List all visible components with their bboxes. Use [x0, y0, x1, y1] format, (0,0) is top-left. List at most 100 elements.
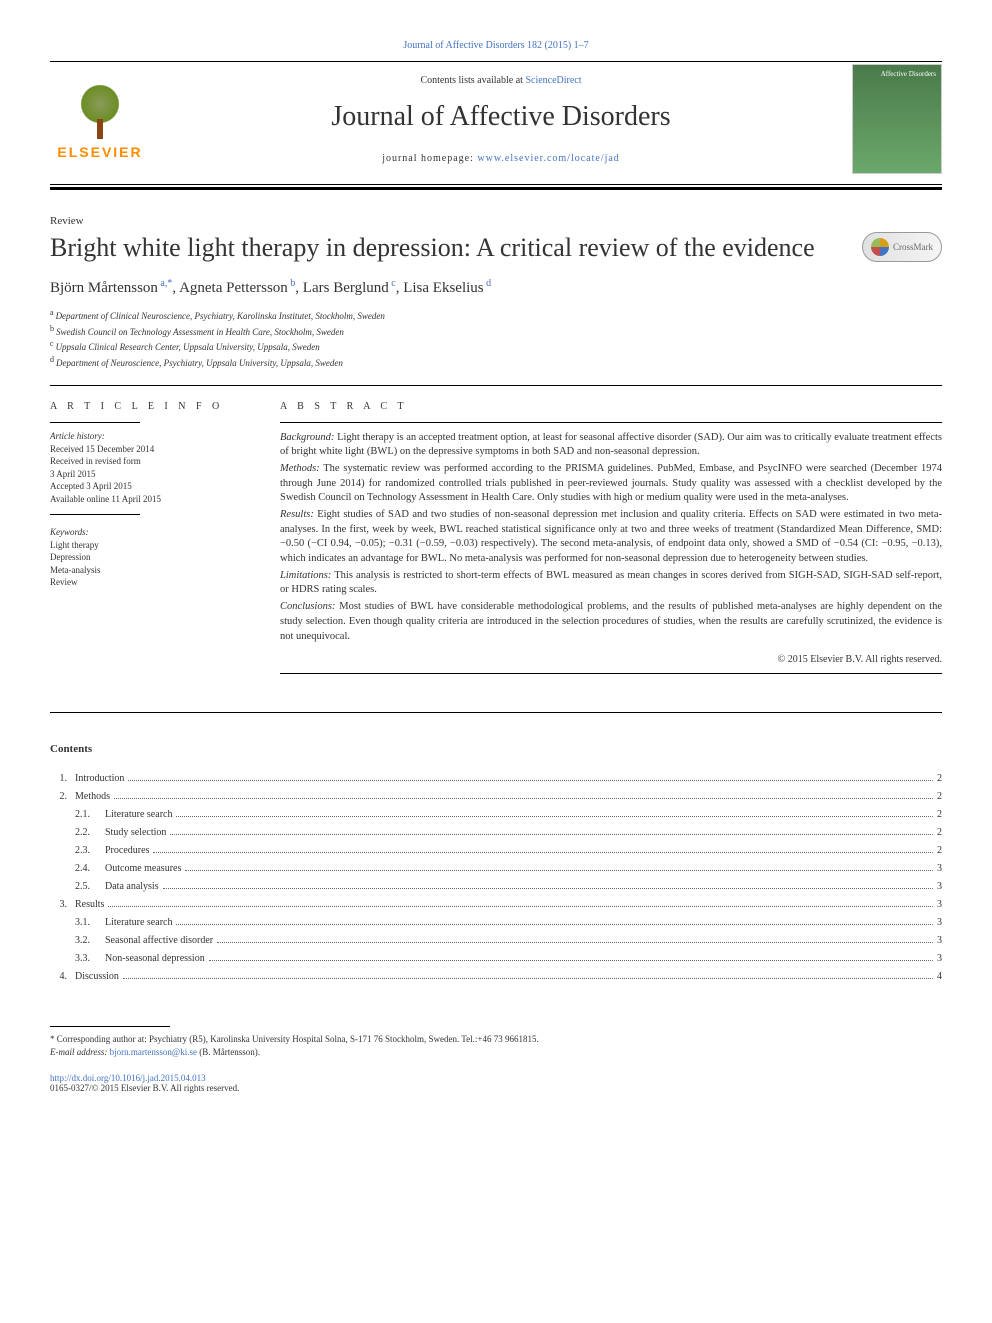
table-of-contents: 1. Introduction 2 2. Methods 2 2.1. Lite…: [50, 770, 942, 986]
article-info: A R T I C L E I N F O Article history: R…: [50, 401, 250, 683]
keyword: Depression: [50, 551, 250, 564]
abstract-section: Conclusions: Most studies of BWL have co…: [280, 600, 942, 644]
author-affil-sup: b: [288, 278, 296, 289]
toc-row[interactable]: 2.5. Data analysis 3: [50, 878, 942, 896]
journal-homepage: journal homepage: www.elsevier.com/locat…: [150, 153, 852, 164]
abstract-section: Methods: The systematic review was perfo…: [280, 462, 942, 506]
info-abstract-row: A R T I C L E I N F O Article history: R…: [50, 401, 942, 683]
publisher-name: ELSEVIER: [50, 144, 150, 160]
author-email-link[interactable]: bjorn.martensson@ki.se: [110, 1047, 197, 1057]
toc-page: 3: [937, 950, 942, 968]
abstract-section: Results: Eight studies of SAD and two st…: [280, 508, 942, 567]
toc-title: Literature search: [105, 806, 172, 824]
abstract-text: Background: Light therapy is an accepted…: [280, 431, 942, 645]
journal-header: ELSEVIER Contents lists available at Sci…: [50, 64, 942, 174]
divider-thick: [50, 187, 942, 190]
toc-leader: [153, 852, 933, 853]
history-line: Received 15 December 2014: [50, 443, 250, 456]
homepage-link[interactable]: www.elsevier.com/locate/jad: [477, 153, 619, 164]
abstract-section: Background: Light therapy is an accepted…: [280, 431, 942, 460]
abstract-copyright: © 2015 Elsevier B.V. All rights reserved…: [280, 654, 942, 665]
doi-link[interactable]: http://dx.doi.org/10.1016/j.jad.2015.04.…: [50, 1073, 206, 1083]
top-citation: Journal of Affective Disorders 182 (2015…: [50, 30, 942, 51]
sciencedirect-link[interactable]: ScienceDirect: [525, 75, 581, 86]
toc-row[interactable]: 3.2. Seasonal affective disorder 3: [50, 932, 942, 950]
affiliation: bSwedish Council on Technology Assessmen…: [50, 323, 942, 339]
crossmark-label: CrossMark: [893, 242, 933, 252]
header-rule: [50, 61, 942, 62]
toc-leader: [217, 942, 933, 943]
toc-page: 2: [937, 770, 942, 788]
publisher-logo[interactable]: ELSEVIER: [50, 79, 150, 160]
toc-row[interactable]: 2.3. Procedures 2: [50, 842, 942, 860]
history-line: 3 April 2015: [50, 468, 250, 481]
toc-leader: [108, 906, 933, 907]
toc-row[interactable]: 3.1. Literature search 3: [50, 914, 942, 932]
email-author-name: (B. Mårtensson).: [199, 1047, 260, 1057]
toc-title: Introduction: [75, 770, 124, 788]
toc-leader: [128, 780, 933, 781]
abstract: A B S T R A C T Background: Light therap…: [280, 401, 942, 683]
toc-leader: [176, 816, 933, 817]
toc-page: 3: [937, 878, 942, 896]
toc-page: 2: [937, 806, 942, 824]
toc-title: Seasonal affective disorder: [105, 932, 213, 950]
toc-page: 2: [937, 788, 942, 806]
affiliation: cUppsala Clinical Research Center, Uppsa…: [50, 338, 942, 354]
footnotes: * Corresponding author at: Psychiatry (R…: [50, 1033, 942, 1058]
contents-available: Contents lists available at ScienceDirec…: [150, 75, 852, 86]
journal-name: Journal of Affective Disorders: [150, 101, 852, 133]
elsevier-tree-icon: [70, 79, 130, 139]
article-title: Bright white light therapy in depression…: [50, 232, 862, 263]
toc-page: 3: [937, 860, 942, 878]
keyword: Review: [50, 576, 250, 589]
crossmark-badge[interactable]: CrossMark: [862, 232, 942, 262]
toc-leader: [176, 924, 933, 925]
divider: [50, 184, 942, 185]
toc-title: Results: [75, 896, 104, 914]
doi: http://dx.doi.org/10.1016/j.jad.2015.04.…: [50, 1073, 942, 1083]
toc-page: 2: [937, 824, 942, 842]
abstract-heading: A B S T R A C T: [280, 401, 942, 412]
affiliations: aDepartment of Clinical Neuroscience, Ps…: [50, 307, 942, 369]
toc-row[interactable]: 2. Methods 2: [50, 788, 942, 806]
toc-num: 4.: [50, 968, 75, 986]
toc-num: 3.: [50, 896, 75, 914]
header-center: Contents lists available at ScienceDirec…: [150, 75, 852, 164]
toc-subnum: 2.4.: [50, 860, 105, 878]
toc-row[interactable]: 4. Discussion 4: [50, 968, 942, 986]
toc-subnum: 2.2.: [50, 824, 105, 842]
toc-title: Procedures: [105, 842, 149, 860]
history-line: Available online 11 April 2015: [50, 493, 250, 506]
toc-page: 3: [937, 932, 942, 950]
toc-title: Discussion: [75, 968, 119, 986]
affiliation: aDepartment of Clinical Neuroscience, Ps…: [50, 307, 942, 323]
toc-subnum: 2.3.: [50, 842, 105, 860]
authors: Björn Mårtensson a,*, Agneta Pettersson …: [50, 278, 942, 297]
contents-heading: Contents: [50, 743, 942, 755]
toc-page: 3: [937, 914, 942, 932]
author-name: Lisa Ekselius: [403, 280, 483, 296]
toc-leader: [185, 870, 933, 871]
keywords-label: Keywords:: [50, 527, 250, 537]
history-line: Accepted 3 April 2015: [50, 480, 250, 493]
toc-title: Non-seasonal depression: [105, 950, 205, 968]
correspondence-footnote: * Corresponding author at: Psychiatry (R…: [50, 1033, 942, 1046]
email-label: E-mail address:: [50, 1047, 107, 1057]
homepage-label: journal homepage:: [382, 153, 474, 164]
toc-row[interactable]: 1. Introduction 2: [50, 770, 942, 788]
toc-row[interactable]: 2.1. Literature search 2: [50, 806, 942, 824]
divider: [50, 385, 942, 386]
toc-row[interactable]: 3.3. Non-seasonal depression 3: [50, 950, 942, 968]
toc-leader: [123, 978, 933, 979]
journal-cover-thumbnail[interactable]: Affective Disorders: [852, 64, 942, 174]
toc-row[interactable]: 2.2. Study selection 2: [50, 824, 942, 842]
toc-subnum: 2.5.: [50, 878, 105, 896]
toc-leader: [209, 960, 933, 961]
toc-row[interactable]: 3. Results 3: [50, 896, 942, 914]
toc-num: 1.: [50, 770, 75, 788]
toc-row[interactable]: 2.4. Outcome measures 3: [50, 860, 942, 878]
toc-subnum: 2.1.: [50, 806, 105, 824]
contents-avail-text: Contents lists available at: [420, 75, 522, 86]
toc-title: Outcome measures: [105, 860, 181, 878]
